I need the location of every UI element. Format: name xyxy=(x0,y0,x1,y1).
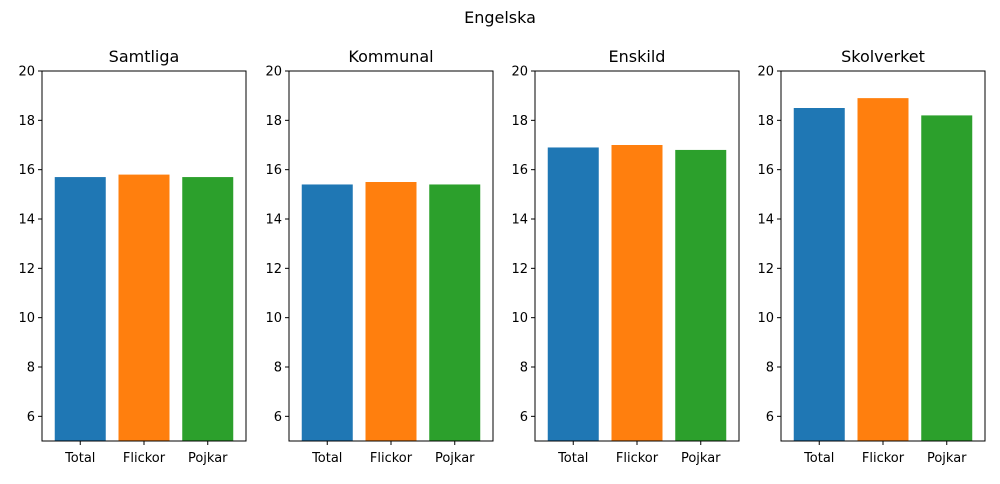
subplot-title: Skolverket xyxy=(841,47,925,66)
y-tick-label: 16 xyxy=(265,163,282,178)
x-tick-label: Flickor xyxy=(616,451,659,466)
bar-pojkar xyxy=(675,149,727,441)
bar-total xyxy=(54,177,106,441)
y-tick-label: 8 xyxy=(274,361,282,376)
bar-flickor xyxy=(118,174,170,441)
y-tick-label: 6 xyxy=(766,410,774,425)
x-tick-label: Pojkar xyxy=(188,451,228,466)
y-tick-label: 12 xyxy=(265,262,282,277)
axes-frame xyxy=(534,70,740,442)
x-tick-label: Total xyxy=(64,451,95,466)
y-tick-label: 20 xyxy=(511,65,528,80)
bar-flickor xyxy=(857,98,909,441)
x-tick-label: Total xyxy=(803,451,834,466)
bar-total xyxy=(301,184,353,441)
x-tick-label: Flickor xyxy=(862,451,905,466)
axes-frame xyxy=(41,70,247,442)
axes-frame xyxy=(288,70,494,442)
subplot-skolverket: Total Flickor Pojkar 6 8 10 12 14 16 18 20 Skolverk… xyxy=(757,47,986,466)
y-tick-label: 14 xyxy=(757,213,774,228)
bar-pojkar xyxy=(182,177,234,441)
x-tick-label: Flickor xyxy=(123,451,166,466)
y-tick-label: 18 xyxy=(265,114,282,129)
x-tick-label: Pojkar xyxy=(681,451,721,466)
y-tick-label: 18 xyxy=(757,114,774,129)
bar-pojkar xyxy=(429,184,481,441)
y-tick-label: 16 xyxy=(757,163,774,178)
x-tick-label: Flickor xyxy=(370,451,413,466)
y-tick-label: 6 xyxy=(274,410,282,425)
subplot-title: Enskild xyxy=(609,47,666,66)
y-tick-label: 10 xyxy=(18,311,35,326)
y-tick-label: 10 xyxy=(511,311,528,326)
subplot-title: Samtliga xyxy=(109,47,180,66)
subplot-samtliga: Total Flickor Pojkar 6 8 10 12 14 16 18 20 Samtliga xyxy=(18,47,247,466)
subplot-kommunal: Total Flickor Pojkar 6 8 10 12 14 16 18 20 Kommunal xyxy=(265,47,494,466)
bar-flickor xyxy=(365,182,417,441)
y-tick-label: 8 xyxy=(766,361,774,376)
y-tick-label: 6 xyxy=(520,410,528,425)
subplot-title: Kommunal xyxy=(348,47,433,66)
y-tick-label: 20 xyxy=(757,65,774,80)
subplot-enskild: Total Flickor Pojkar 6 8 10 12 14 16 18 20 Enskild xyxy=(511,47,740,466)
y-tick-label: 14 xyxy=(265,213,282,228)
y-tick-label: 14 xyxy=(511,213,528,228)
y-tick-label: 18 xyxy=(18,114,35,129)
bar-flickor xyxy=(611,145,663,441)
x-tick-label: Pojkar xyxy=(927,451,967,466)
y-tick-label: 16 xyxy=(511,163,528,178)
y-tick-label: 10 xyxy=(265,311,282,326)
figure-title: Engelska xyxy=(464,8,536,27)
x-tick-label: Pojkar xyxy=(435,451,475,466)
bar-total xyxy=(793,108,845,441)
y-tick-label: 12 xyxy=(757,262,774,277)
y-tick-label: 8 xyxy=(27,361,35,376)
y-tick-label: 20 xyxy=(18,65,35,80)
x-tick-label: Total xyxy=(311,451,342,466)
y-tick-label: 20 xyxy=(265,65,282,80)
bar-pojkar xyxy=(921,115,973,442)
y-tick-label: 12 xyxy=(511,262,528,277)
bar-total xyxy=(547,147,599,441)
y-tick-label: 10 xyxy=(757,311,774,326)
y-tick-label: 16 xyxy=(18,163,35,178)
y-tick-label: 6 xyxy=(27,410,35,425)
axes-frame xyxy=(780,70,986,442)
y-tick-label: 8 xyxy=(520,361,528,376)
x-tick-label: Total xyxy=(557,451,588,466)
y-tick-label: 18 xyxy=(511,114,528,129)
y-tick-label: 14 xyxy=(18,213,35,228)
y-tick-label: 12 xyxy=(18,262,35,277)
